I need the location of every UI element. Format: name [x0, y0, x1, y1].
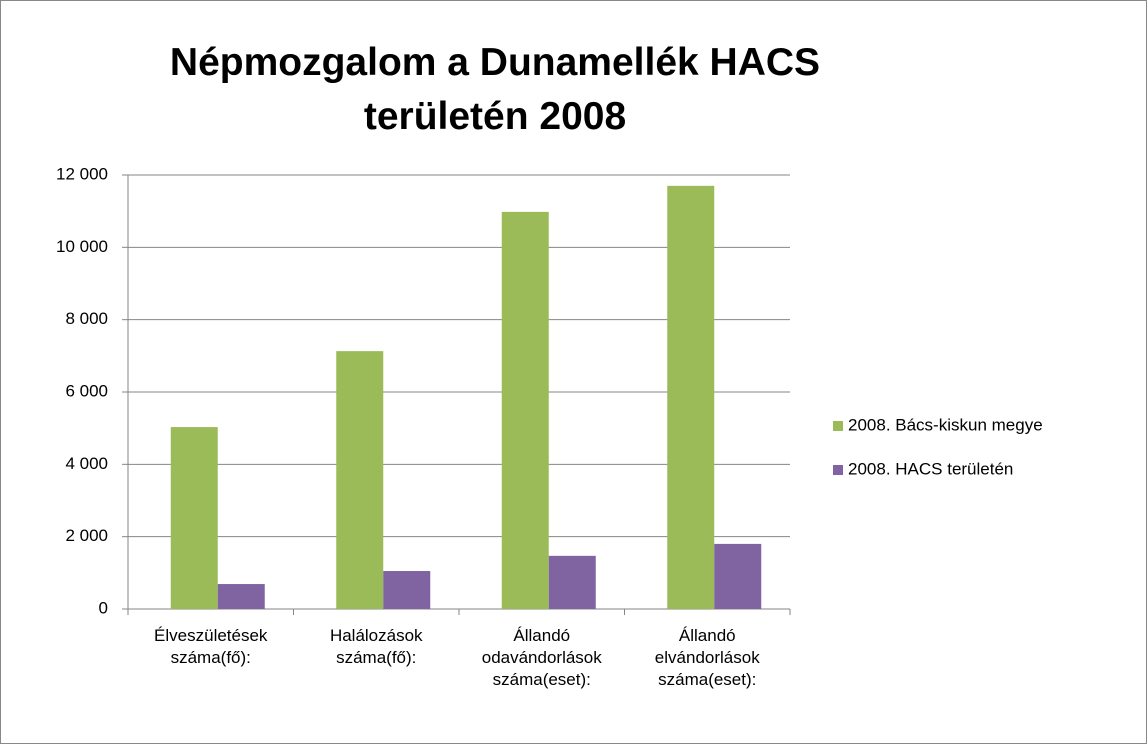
legend-swatch [833, 465, 843, 475]
legend-label: 2008. Bács-kiskun megye [848, 415, 1043, 434]
legend-label: 2008. HACS területén [848, 459, 1013, 478]
bar [383, 571, 431, 609]
bar [548, 555, 596, 609]
bar [501, 211, 549, 609]
bar [217, 584, 265, 609]
y-tick-label: 6 000 [65, 381, 108, 400]
y-tick-label: 12 000 [56, 164, 108, 183]
y-tick-label: 0 [99, 598, 108, 617]
x-tick-label: Állandó odavándorlások száma(eset): [481, 626, 602, 689]
y-tick-label: 8 000 [65, 309, 108, 328]
y-tick-label: 2 000 [65, 526, 108, 545]
bar [170, 427, 218, 609]
chart-title: Népmozgalom a Dunamellék HACS területén … [169, 41, 821, 138]
y-tick-label: 10 000 [56, 237, 108, 256]
bar [714, 543, 762, 609]
y-tick-label: 4 000 [65, 454, 108, 473]
bar [336, 351, 384, 609]
legend-swatch [833, 421, 843, 431]
x-tick-label: Állandó elvándorlások száma(eset): [654, 626, 760, 689]
x-tick-label: Élveszületések száma(fő): [154, 626, 268, 667]
bar [667, 185, 715, 609]
x-tick-label: Halálozások száma(fő): [329, 626, 423, 667]
